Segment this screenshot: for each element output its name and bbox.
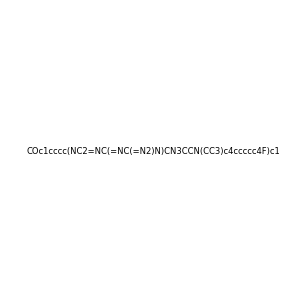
Text: COc1cccc(NC2=NC(=NC(=N2)N)CN3CCN(CC3)c4ccccc4F)c1: COc1cccc(NC2=NC(=NC(=N2)N)CN3CCN(CC3)c4c… <box>27 147 280 156</box>
